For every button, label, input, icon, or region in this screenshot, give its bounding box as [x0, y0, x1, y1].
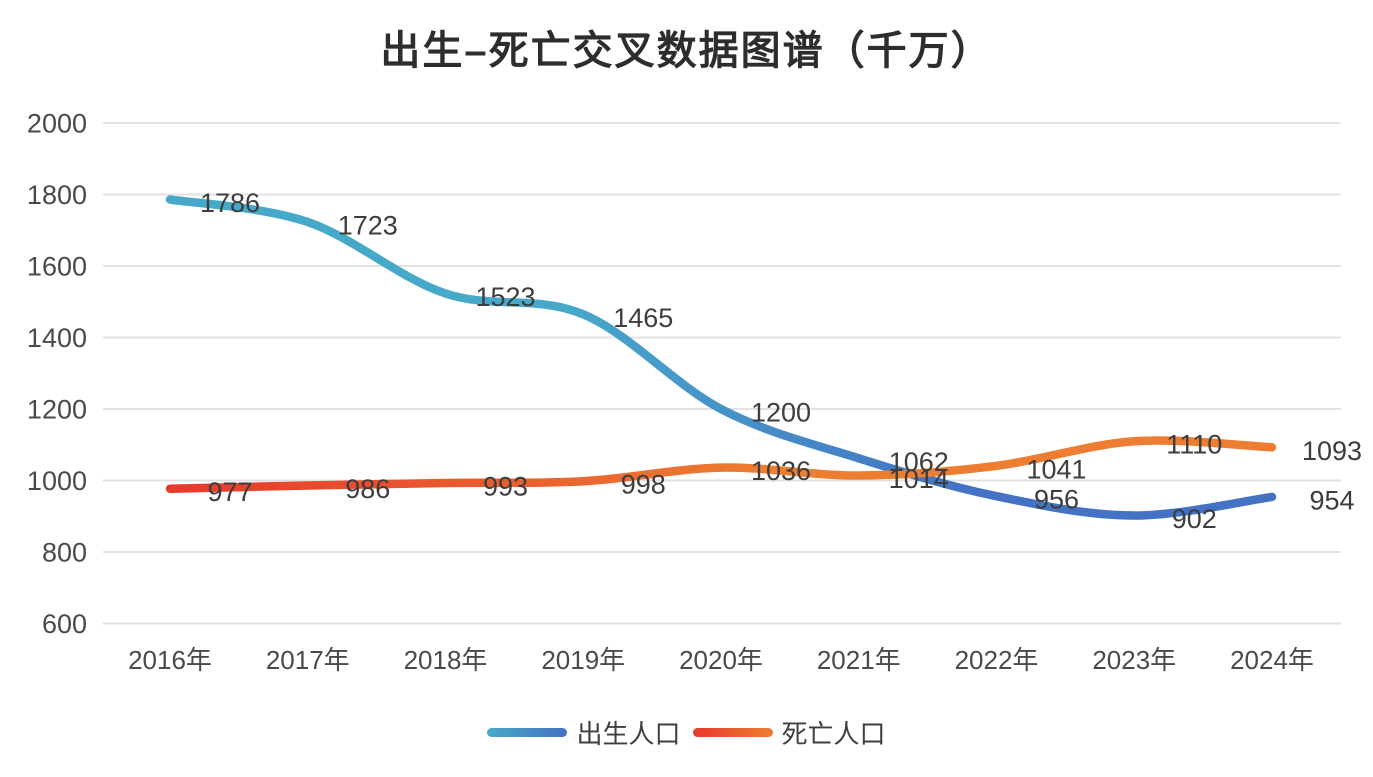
legend-swatch-death-icon — [692, 728, 773, 737]
legend-swatch-birth-icon — [487, 728, 568, 737]
gridlines — [103, 122, 1341, 625]
data-label: 986 — [345, 474, 390, 504]
x-axis-tick-label: 2018年 — [404, 645, 488, 675]
data-label: 1041 — [1026, 454, 1086, 484]
y-axis-tick-label: 600 — [42, 609, 87, 639]
y-axis-tick-labels: 2000 1800 1600 1400 1200 1000 800 600 — [27, 109, 87, 640]
data-label: 1062 — [889, 447, 949, 477]
legend-label-birth: 出生人口 — [576, 719, 681, 749]
chart-title: 出生–死亡交叉数据图谱（千万） — [380, 29, 993, 73]
legend-item-birth: 出生人口 — [487, 714, 681, 751]
legend-item-death: 死亡人口 — [692, 714, 886, 751]
data-label: 1036 — [751, 456, 811, 486]
y-axis-tick-label: 1400 — [27, 323, 87, 353]
x-axis-tick-label: 2021年 — [817, 645, 901, 675]
x-axis-tick-label: 2016年 — [128, 645, 212, 675]
x-axis-tick-label: 2023年 — [1092, 645, 1176, 675]
y-axis-tick-label: 1200 — [27, 395, 87, 425]
y-axis-tick-label: 800 — [42, 538, 87, 568]
series-line-birth — [165, 195, 1277, 520]
x-axis-tick-label: 2022年 — [955, 645, 1039, 675]
y-axis-tick-label: 1000 — [27, 466, 87, 496]
data-label: 1723 — [338, 211, 398, 241]
data-labels: 1786 1723 1523 1465 1200 1062 956 902 954 977 986 9… — [200, 188, 1362, 534]
data-label: 993 — [483, 472, 528, 502]
x-axis-tick-label: 2020年 — [679, 645, 763, 675]
y-axis-tick-label: 1600 — [27, 252, 87, 282]
data-label: 998 — [621, 470, 666, 500]
x-axis-tick-label: 2019年 — [541, 645, 625, 675]
data-label: 1014 — [889, 464, 949, 494]
data-label: 956 — [1034, 485, 1079, 515]
legend: 出生人口 死亡人口 — [0, 714, 1373, 751]
y-axis-tick-label: 2000 — [27, 109, 87, 139]
x-axis-tick-label: 2017年 — [266, 645, 350, 675]
data-label: 1786 — [200, 188, 260, 218]
x-axis-tick-labels: 2016年 2017年 2018年 2019年 2020年 2021年 2022年 2023年… — [128, 645, 1314, 675]
legend-label-death: 死亡人口 — [781, 719, 886, 749]
data-label: 977 — [207, 477, 252, 507]
data-label: 1093 — [1302, 436, 1362, 466]
x-axis-tick-label: 2024年 — [1230, 645, 1314, 675]
data-label: 1110 — [1166, 430, 1222, 460]
data-label: 1465 — [613, 303, 673, 333]
data-label: 954 — [1309, 485, 1354, 515]
data-label: 902 — [1172, 504, 1217, 534]
y-axis-tick-label: 1800 — [27, 180, 87, 210]
data-label: 1200 — [751, 398, 811, 428]
data-label: 1523 — [475, 282, 535, 312]
series-line-death — [165, 436, 1277, 493]
